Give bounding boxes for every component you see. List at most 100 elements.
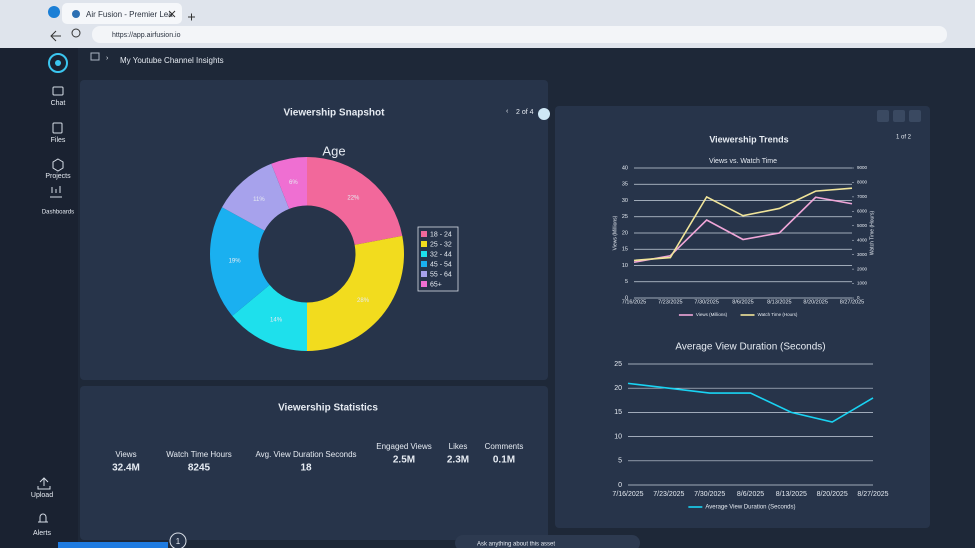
chart-title: Average View Duration (Seconds) [675,342,825,353]
legend-swatch [421,251,427,257]
browser-tab[interactable] [62,3,182,24]
y-tick-label: 0 [625,295,628,301]
statistics-panel [80,386,548,540]
series-line [633,196,853,264]
reload-button[interactable] [71,28,81,38]
legend-swatch [421,281,427,287]
stat-value: 32.4M [112,463,140,474]
x-tick-label: 7/30/2025 [694,491,725,498]
tab-icon [72,10,80,18]
sidebar-label[interactable]: Projects [45,173,71,180]
y-tick-label: 5 [618,458,622,465]
pie-slice [307,157,403,245]
y2-tick-label: 8000 [857,180,868,185]
link-button[interactable] [893,110,905,122]
sidebar-label[interactable]: Chat [51,100,66,107]
stat-value: 18 [300,463,312,474]
pie-slice [232,284,307,351]
breadcrumb-separator: › [106,55,109,62]
y2-axis-title: Watch Time (Hours) [869,211,875,256]
pie-slice [210,207,270,316]
slice-label: 19% [229,258,242,264]
stat-value: 2.3M [447,455,469,466]
x-tick-label: 8/27/2025 [840,299,864,305]
legend-label: Views (Millions) [696,312,728,317]
logo [48,53,68,73]
address-bar[interactable] [92,26,947,43]
panel-title: Viewership Statistics [278,403,378,414]
url[interactable]: https://app.airfusion.io [112,32,181,39]
y2-tick-label: 4000 [857,237,868,242]
x-tick-label: 8/6/2025 [737,491,764,498]
download-button[interactable] [877,110,889,122]
y-tick-label: 0 [618,482,622,489]
panel-title: Viewership Trends [709,134,788,144]
x-tick-label: 7/30/2025 [694,299,718,305]
y-tick-label: 35 [622,182,628,188]
stat-label: Views [115,450,136,459]
sidebar-label[interactable]: Alerts [33,530,51,537]
legend-label: 25 - 32 [430,241,452,248]
x-tick-label: 7/23/2025 [653,491,684,498]
tab-close[interactable] [168,10,176,18]
y-tick-label: 20 [622,230,628,236]
slice-label: 11% [253,197,265,203]
chat-input[interactable] [455,535,640,548]
sidebar-label[interactable]: Upload [31,492,53,499]
stat-label: Avg. View Duration Seconds [255,450,356,459]
y-tick-label: 10 [614,433,622,440]
x-tick-label: 8/27/2025 [857,491,888,498]
legend-swatch [421,261,427,267]
legend-swatch [421,271,427,277]
pager-prev[interactable]: ‹ [506,108,509,115]
y-tick-label: 15 [622,247,628,253]
stat-label: Likes [449,442,468,451]
pager: 1 of 2 [896,135,912,141]
chart-title: Views vs. Watch Time [709,158,777,165]
legend-swatch [421,231,427,237]
legend-label: Average View Duration (Seconds) [705,505,795,511]
legend-label: 65+ [430,281,442,288]
legend-swatch [421,241,427,247]
stat-label: Engaged Views [376,442,431,451]
legend-label: 32 - 44 [430,251,452,258]
x-tick-label: 7/16/2025 [612,491,643,498]
sidebar-icons [37,86,64,523]
stat-value: 0.1M [493,455,515,466]
pager-next[interactable] [538,108,550,120]
y-tick-label: 25 [622,214,628,220]
y-axis-title: Views (Millions) [612,215,618,250]
y-tick-label: 25 [614,361,622,368]
browser-icon [48,6,60,18]
new-tab[interactable] [188,13,195,21]
stat-label: Comments [485,442,524,451]
tab-title[interactable]: Air Fusion - Premier Lea [86,10,173,19]
x-tick-label: 7/23/2025 [658,299,682,305]
pie-slice [222,163,290,231]
pie-slice [307,235,404,351]
legend-label: 55 - 64 [430,271,452,278]
y-tick-label: 15 [614,409,622,416]
x-tick-label: 7/16/2025 [622,299,646,305]
y-tick-label: 5 [625,279,628,285]
chart-title: Age [322,143,345,158]
x-tick-label: 8/13/2025 [767,299,791,305]
trends-panel [555,106,930,528]
y2-tick-label: 2000 [857,266,868,271]
stat-value: 2.5M [393,455,415,466]
legend-label: Watch Time (Hours) [758,312,798,317]
x-tick-label: 8/6/2025 [732,299,753,305]
more-button[interactable] [909,110,921,122]
slice-label: 6% [289,180,298,186]
y-tick-label: 20 [614,385,622,392]
breadcrumb[interactable]: My Youtube Channel Insights [120,56,224,65]
chat-placeholder[interactable]: Ask anything about this asset [477,542,555,548]
sidebar-label[interactable]: Dashboards [42,210,74,216]
y2-tick-label: 3000 [857,252,868,257]
y-tick-label: 40 [622,165,628,171]
x-tick-label: 8/13/2025 [776,491,807,498]
sidebar-label[interactable]: Files [51,137,66,144]
y2-tick-label: 6000 [857,209,868,214]
back-button[interactable] [50,30,61,42]
